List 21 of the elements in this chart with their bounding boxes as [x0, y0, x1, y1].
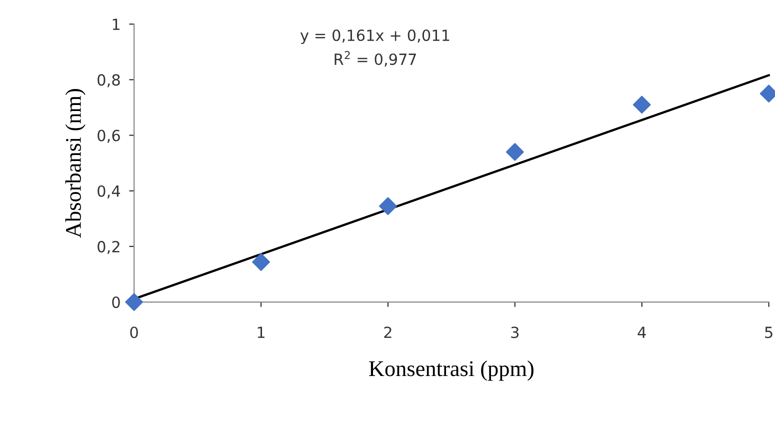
- y-tick-label: 1: [112, 18, 120, 30]
- point: [125, 293, 143, 311]
- x-tick-label: 0: [130, 326, 138, 338]
- x-tick-label: 4: [638, 326, 646, 338]
- annotation: R$^{2}$ = 0,977: [334, 51, 416, 67]
- y-tick-label: 0,2: [98, 240, 120, 254]
- y-tick-label: 0: [112, 296, 120, 308]
- point: [632, 96, 651, 114]
- x-tick-label: 5: [765, 326, 772, 338]
- y-axis-title: Absorbansi (nm): [65, 89, 86, 238]
- x-tick-label: 2: [384, 326, 392, 338]
- point: [379, 197, 397, 216]
- x-axis-title: Konsentrasi (ppm): [369, 360, 534, 381]
- annotation: y = 0,161x + 0,011: [300, 29, 450, 44]
- point: [252, 253, 270, 271]
- y-tick-label: 0,4: [98, 185, 120, 198]
- point: [506, 143, 524, 161]
- y-tick-label: 0,8: [98, 74, 120, 88]
- x-tick-label: 3: [511, 326, 519, 338]
- y-tick-label: 0,6: [98, 130, 120, 143]
- x-tick-label: 1: [258, 326, 264, 338]
